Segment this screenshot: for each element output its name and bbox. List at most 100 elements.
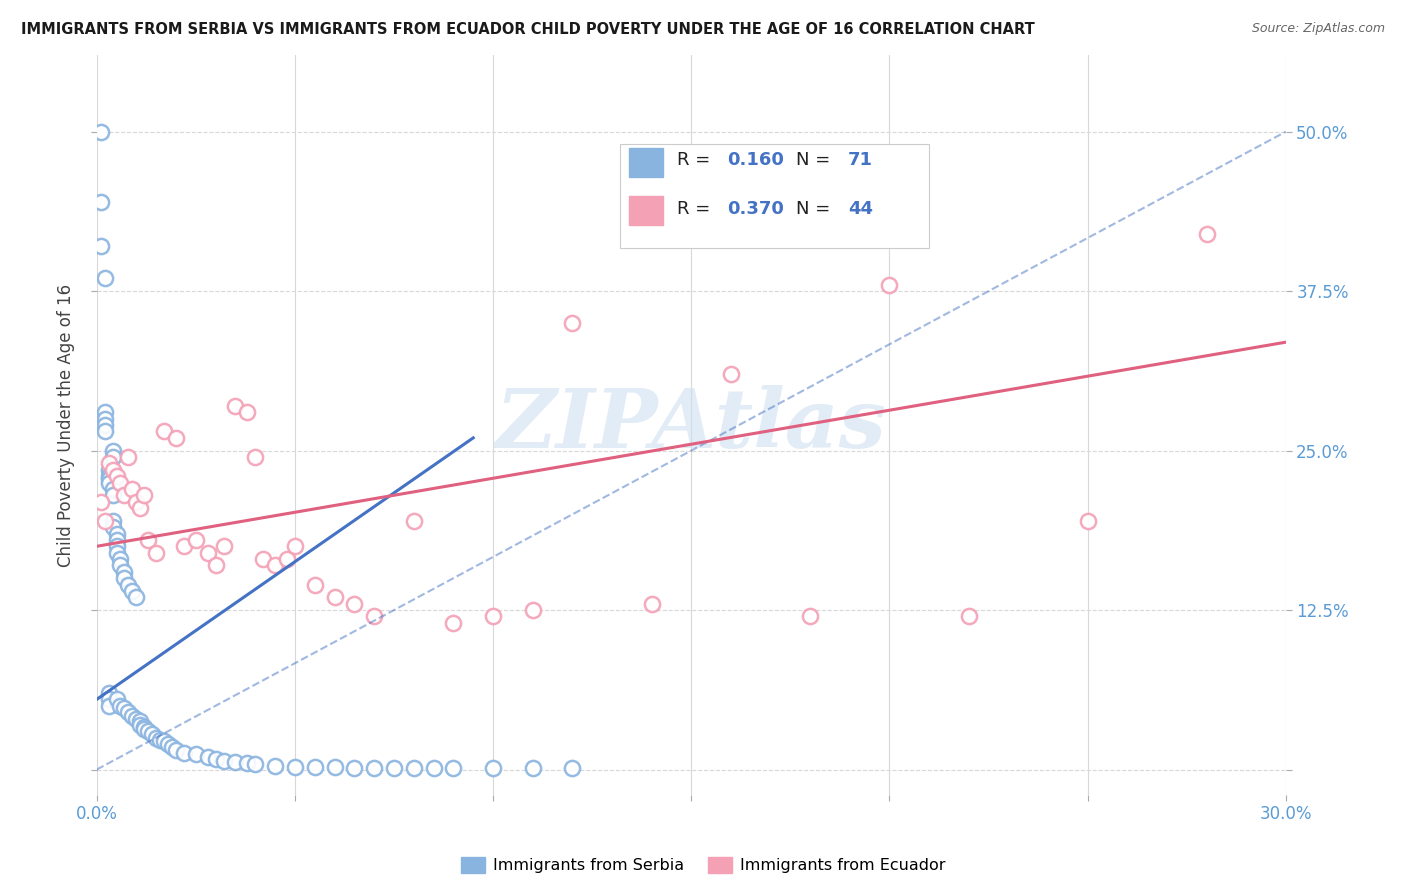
Point xyxy=(117,577,139,591)
FancyBboxPatch shape xyxy=(620,144,929,247)
Point xyxy=(224,399,246,413)
Point xyxy=(129,714,152,728)
Point xyxy=(153,425,176,439)
Point xyxy=(720,367,742,381)
Text: IMMIGRANTS FROM SERBIA VS IMMIGRANTS FROM ECUADOR CHILD POVERTY UNDER THE AGE OF: IMMIGRANTS FROM SERBIA VS IMMIGRANTS FRO… xyxy=(21,22,1035,37)
Point xyxy=(97,469,120,483)
Legend: Immigrants from Serbia, Immigrants from Ecuador: Immigrants from Serbia, Immigrants from … xyxy=(454,850,952,880)
Point xyxy=(157,737,180,751)
Point xyxy=(97,686,120,700)
Point xyxy=(245,757,267,772)
Point xyxy=(323,591,346,605)
Point xyxy=(97,475,120,490)
Point xyxy=(114,571,136,585)
Point xyxy=(184,747,207,762)
Point xyxy=(134,721,156,735)
Text: Source: ZipAtlas.com: Source: ZipAtlas.com xyxy=(1251,22,1385,36)
Point xyxy=(402,514,425,528)
Point xyxy=(1077,514,1099,528)
Point xyxy=(110,475,132,490)
Point xyxy=(522,761,544,775)
Point xyxy=(129,501,152,516)
Text: N =: N = xyxy=(796,200,837,218)
Point xyxy=(284,539,307,553)
Point xyxy=(90,125,112,139)
Point xyxy=(441,761,464,775)
Point xyxy=(245,450,267,464)
Point xyxy=(114,488,136,502)
Point xyxy=(165,431,187,445)
Point xyxy=(482,609,505,624)
Point xyxy=(382,761,405,775)
Point xyxy=(264,758,287,772)
Point xyxy=(236,405,259,419)
Point xyxy=(149,733,172,747)
Point xyxy=(110,558,132,573)
Point xyxy=(323,760,346,774)
Point xyxy=(129,718,152,732)
Point xyxy=(304,577,326,591)
Point xyxy=(114,701,136,715)
Point xyxy=(93,514,115,528)
Point xyxy=(97,463,120,477)
Point xyxy=(153,734,176,748)
Point xyxy=(110,552,132,566)
Point xyxy=(640,597,662,611)
Point xyxy=(136,533,159,547)
Point xyxy=(522,603,544,617)
Point xyxy=(212,539,235,553)
Point xyxy=(224,755,246,769)
Point xyxy=(343,597,366,611)
Point xyxy=(121,482,143,496)
Point xyxy=(93,418,115,433)
Point xyxy=(165,743,187,757)
Point xyxy=(134,722,156,736)
Point xyxy=(441,615,464,630)
Point xyxy=(236,756,259,771)
Point xyxy=(105,546,128,560)
Point xyxy=(212,754,235,768)
Point xyxy=(160,739,183,754)
Point xyxy=(110,698,132,713)
Point xyxy=(101,482,124,496)
Point xyxy=(93,411,115,425)
Point xyxy=(90,494,112,508)
Point xyxy=(136,724,159,739)
Point xyxy=(343,761,366,775)
Text: R =: R = xyxy=(676,200,716,218)
Text: 0.160: 0.160 xyxy=(727,152,783,169)
Point xyxy=(482,761,505,775)
Point xyxy=(145,731,167,745)
Y-axis label: Child Poverty Under the Age of 16: Child Poverty Under the Age of 16 xyxy=(58,284,75,566)
Point xyxy=(105,692,128,706)
Point xyxy=(125,494,148,508)
Point xyxy=(561,316,583,330)
Point xyxy=(117,450,139,464)
Point xyxy=(284,760,307,774)
Point xyxy=(252,552,274,566)
Point xyxy=(561,761,583,775)
Point xyxy=(422,761,444,775)
Point xyxy=(141,727,163,741)
Point xyxy=(879,277,901,292)
Point xyxy=(93,271,115,285)
Point xyxy=(97,472,120,486)
Point xyxy=(402,761,425,775)
Text: ZIPAtlas: ZIPAtlas xyxy=(496,385,887,465)
Point xyxy=(264,558,287,573)
Point xyxy=(105,526,128,541)
Point xyxy=(125,712,148,726)
Point xyxy=(363,761,385,775)
Point xyxy=(90,194,112,209)
Point xyxy=(97,698,120,713)
Point xyxy=(145,546,167,560)
Bar xyxy=(630,148,662,178)
Point xyxy=(101,514,124,528)
Point xyxy=(101,450,124,464)
Point xyxy=(197,749,219,764)
Point xyxy=(101,488,124,502)
Text: N =: N = xyxy=(796,152,837,169)
Point xyxy=(97,456,120,470)
Text: 71: 71 xyxy=(848,152,873,169)
Text: 0.370: 0.370 xyxy=(727,200,783,218)
